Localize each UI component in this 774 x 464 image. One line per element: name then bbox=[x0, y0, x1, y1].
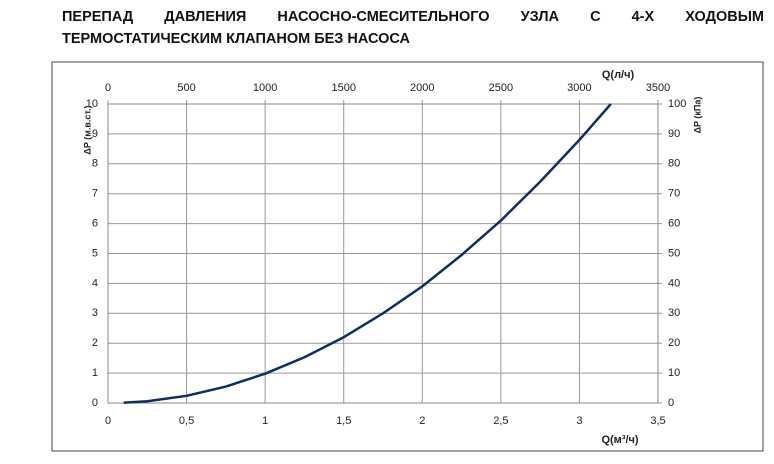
y2-tick-label: 30 bbox=[668, 307, 680, 319]
x-tick-label: 0,5 bbox=[179, 415, 194, 427]
y-tick-label: 9 bbox=[92, 128, 98, 140]
y2-tick-label: 60 bbox=[668, 218, 680, 230]
y2-tick-label: 40 bbox=[668, 277, 680, 289]
chart-frame bbox=[51, 61, 764, 452]
x-tick-label: 0 bbox=[105, 415, 111, 427]
x2-tick-label: 1500 bbox=[331, 82, 355, 94]
x2-tick-label: 1000 bbox=[253, 82, 277, 94]
y-tick-label: 8 bbox=[92, 158, 98, 170]
chart-title: ПЕРЕПАД ДАВЛЕНИЯ НАСОСНО-СМЕСИТЕЛЬНОГО У… bbox=[62, 9, 764, 47]
x-tick-label: 3,5 bbox=[650, 415, 665, 427]
x2-tick-label: 2000 bbox=[410, 82, 434, 94]
x2-tick-label: 500 bbox=[177, 82, 195, 94]
y-tick-label: 7 bbox=[92, 188, 98, 200]
y2-axis-label: ΔP (кПа) bbox=[692, 97, 702, 134]
y2-tick-label: 70 bbox=[668, 188, 680, 200]
y2-tick-label: 20 bbox=[668, 337, 680, 349]
y-tick-label: 4 bbox=[92, 277, 98, 289]
x-axis-label: Q(м³/ч) bbox=[601, 434, 638, 446]
x2-tick-label: 3000 bbox=[567, 82, 591, 94]
plot-frame bbox=[107, 103, 659, 404]
data-line bbox=[123, 103, 612, 404]
y2-tick-label: 100 bbox=[668, 98, 686, 110]
y2-tick-label: 90 bbox=[668, 128, 680, 140]
y-tick-label: 3 bbox=[92, 307, 98, 319]
y-tick-label: 6 bbox=[92, 218, 98, 230]
y-tick-label: 5 bbox=[92, 247, 98, 259]
x-tick-label: 3 bbox=[576, 415, 582, 427]
x-tick-label: 1 bbox=[262, 415, 268, 427]
y-tick-label: 1 bbox=[92, 367, 98, 379]
y-tick-label: 0 bbox=[92, 397, 98, 409]
x-tick-label: 2,5 bbox=[493, 415, 508, 427]
y2-tick-label: 10 bbox=[668, 367, 680, 379]
y-tick-label: 10 bbox=[86, 98, 98, 110]
x2-axis-label: Q(л/ч) bbox=[602, 69, 635, 81]
y-axis-label: ΔP (м.в.ст.) bbox=[82, 105, 92, 154]
x-tick-label: 1,5 bbox=[336, 415, 351, 427]
x2-tick-label: 3500 bbox=[646, 82, 670, 94]
x2-tick-label: 0 bbox=[105, 82, 111, 94]
x-tick-label: 2 bbox=[419, 415, 425, 427]
x2-tick-label: 2500 bbox=[489, 82, 513, 94]
y-tick-label: 2 bbox=[92, 337, 98, 349]
y2-tick-label: 80 bbox=[668, 158, 680, 170]
y2-tick-label: 50 bbox=[668, 247, 680, 259]
y2-tick-label: 0 bbox=[668, 397, 674, 409]
